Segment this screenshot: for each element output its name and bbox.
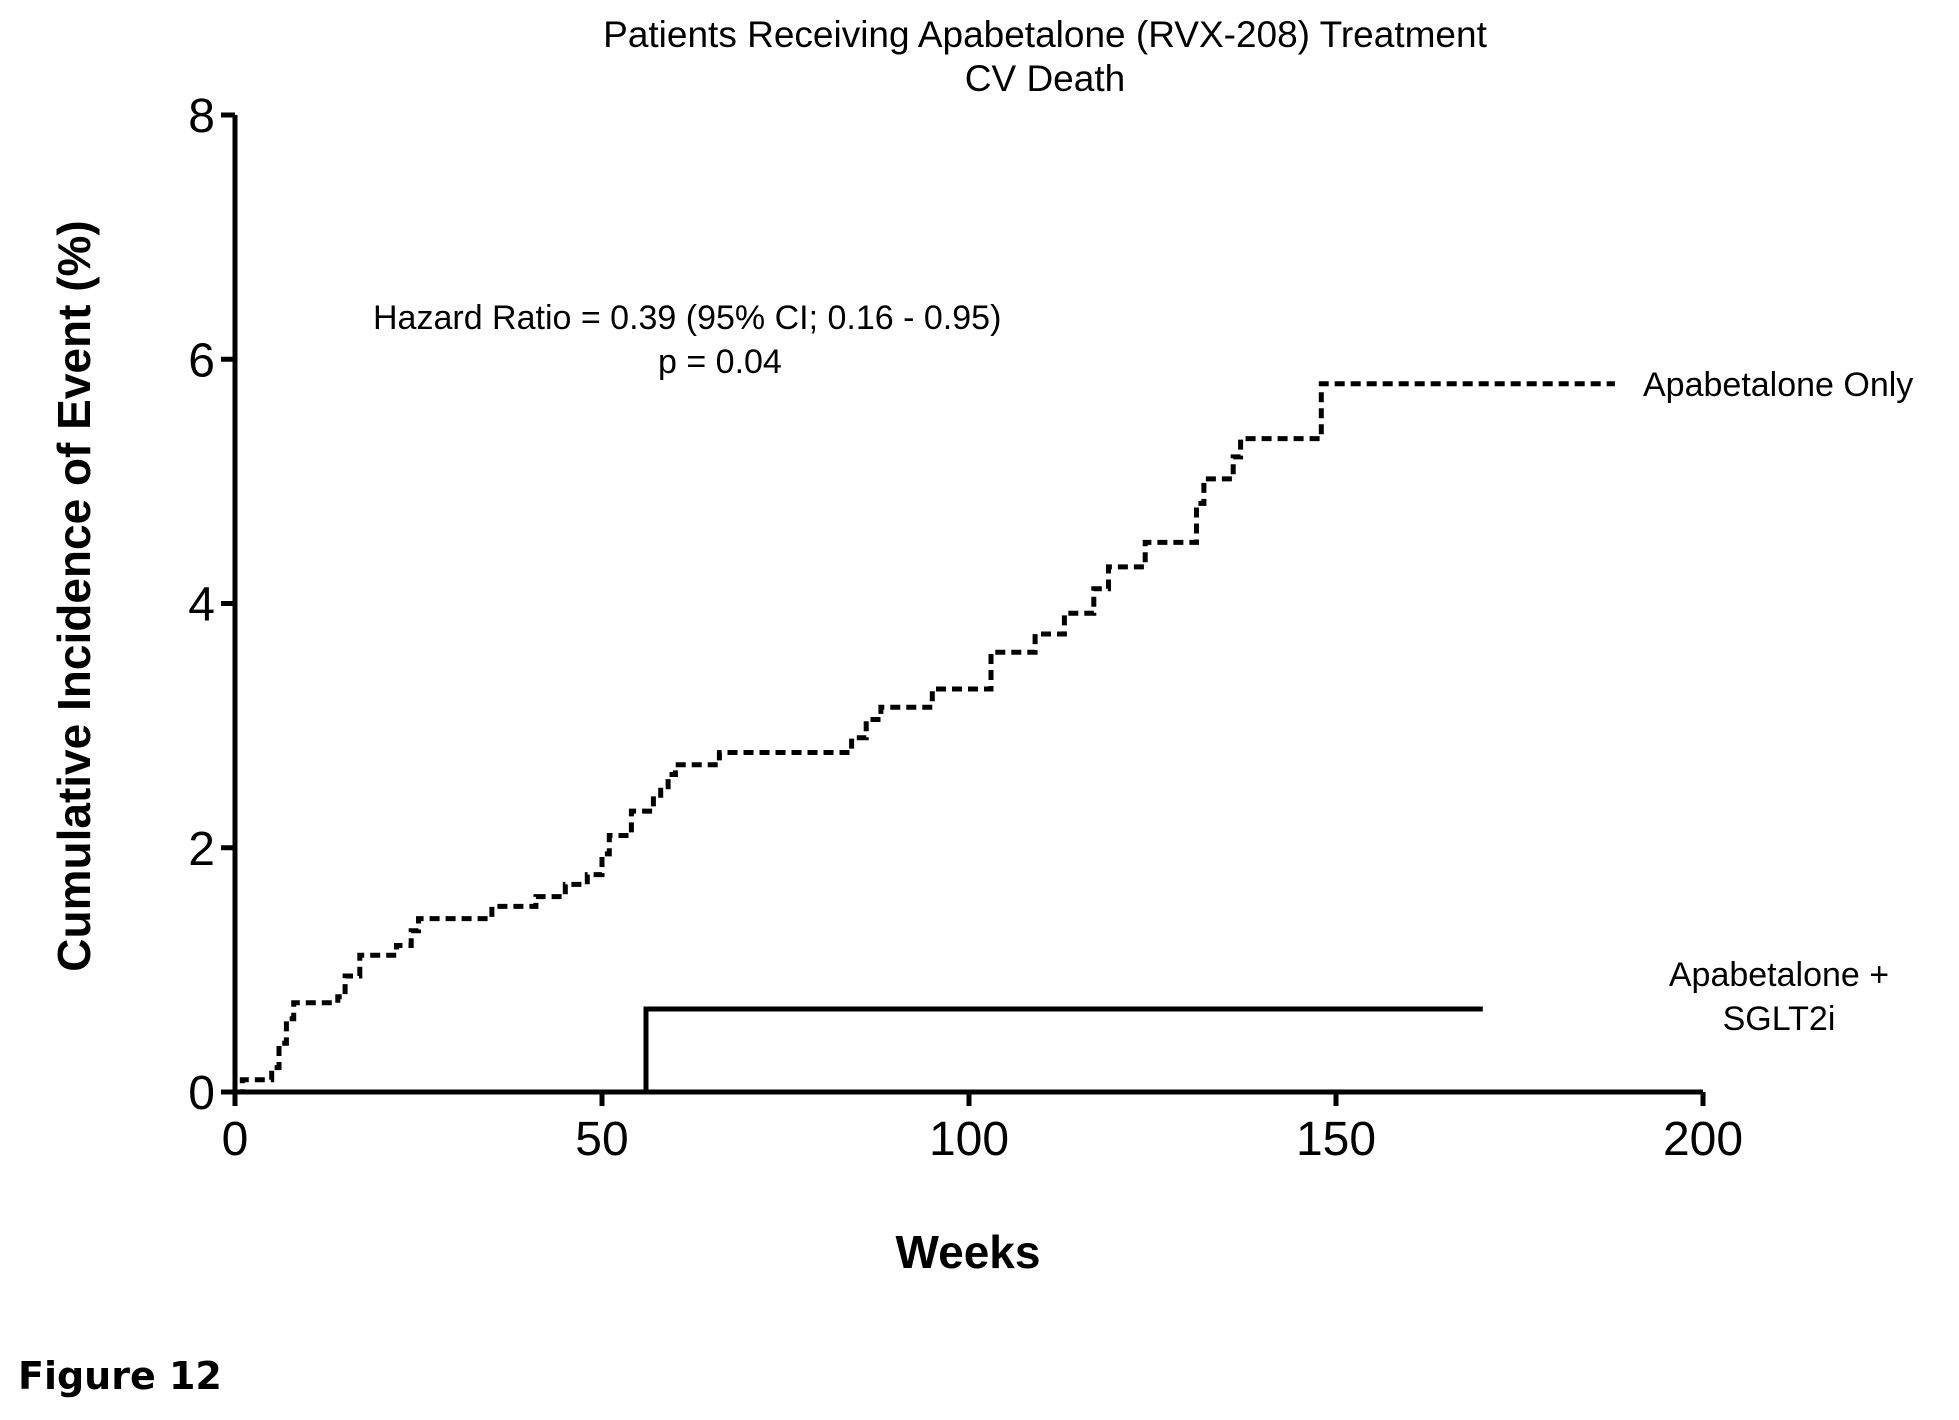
y-tick-label: 2	[188, 823, 215, 876]
axes: 0 50 100 150 200 0 2 4 6 8	[188, 90, 1743, 1166]
y-tick-label: 0	[188, 1067, 215, 1120]
p-value-annotation: p = 0.04	[658, 343, 782, 381]
chart-title-line-2: CV Death	[965, 58, 1125, 99]
series-apabetalone-sglt2i-line	[643, 1006, 1483, 1092]
x-tick-label: 200	[1663, 1113, 1743, 1166]
hazard-ratio-annotation: Hazard Ratio = 0.39 (95% CI; 0.16 - 0.95…	[373, 299, 1001, 337]
y-tick-label: 8	[188, 90, 215, 143]
series-label-combo-line-2: SGLT2i	[1723, 1000, 1836, 1038]
series-label-combo-line-1: Apabetalone +	[1669, 956, 1889, 994]
y-tick-label: 6	[188, 334, 215, 387]
x-axis-label: Weeks	[896, 1226, 1041, 1278]
series-label-apabetalone-only: Apabetalone Only	[1643, 366, 1913, 404]
figure-label: Figure 12	[18, 1354, 222, 1398]
x-tick-label: 100	[929, 1113, 1009, 1166]
chart-title-line-1: Patients Receiving Apabetalone (RVX-208)…	[603, 14, 1487, 55]
series-apabetalone-only-line	[235, 381, 1615, 1095]
x-tick-label: 0	[222, 1113, 249, 1166]
y-axis-label: Cumulative Incidence of Event (%)	[48, 220, 100, 971]
series-layer	[235, 381, 1615, 1095]
x-tick-label: 150	[1296, 1113, 1376, 1166]
x-tick-label: 50	[575, 1113, 628, 1166]
y-tick-label: 4	[188, 579, 215, 632]
